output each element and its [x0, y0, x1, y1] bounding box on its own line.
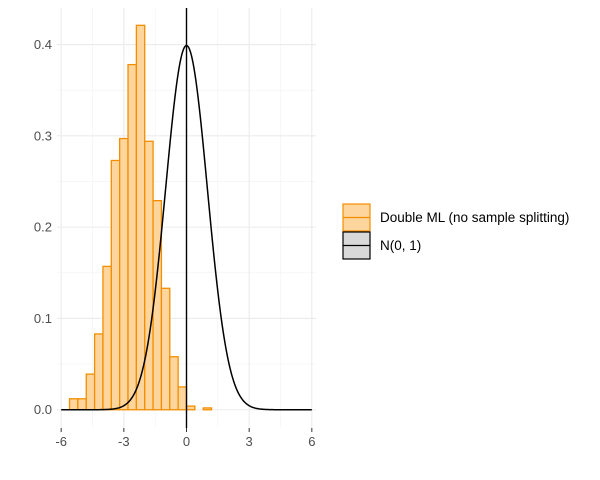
histogram-bar [135, 24, 146, 411]
x-tick-label: 6 [308, 434, 315, 449]
y-tick-label: 0.2 [34, 220, 52, 235]
x-tick-label: 0 [183, 434, 190, 449]
histogram-bar [77, 398, 87, 411]
legend-item-double-ml: Double ML (no sample splitting) [342, 203, 569, 232]
histogram-bar [152, 200, 163, 411]
histogram-bars [68, 24, 213, 411]
histogram-bar [202, 407, 213, 411]
histogram-bar [93, 333, 104, 411]
x-tick-label: 3 [246, 434, 253, 449]
x-tick-label: -3 [118, 434, 130, 449]
legend-item-normal: N(0, 1) [342, 231, 421, 260]
y-tick-labels: 0.0 0.1 0.2 0.3 0.4 [34, 37, 52, 417]
histogram-bar [185, 405, 196, 411]
histogram-bar [169, 356, 179, 411]
legend: Double ML (no sample splitting) N(0, 1) [342, 203, 569, 260]
histogram-bar [68, 398, 79, 411]
histogram-bar [85, 373, 96, 411]
y-tick-label: 0.0 [34, 402, 52, 417]
x-tick-label: -6 [55, 434, 67, 449]
legend-label-double-ml: Double ML (no sample splitting) [380, 210, 569, 225]
x-tick-marks [60, 428, 313, 432]
legend-label-normal: N(0, 1) [380, 238, 421, 253]
histogram-bar [177, 386, 188, 411]
histogram-bar [110, 159, 121, 411]
y-tick-label: 0.3 [34, 128, 52, 143]
histogram-bar [102, 265, 112, 411]
y-tick-label: 0.4 [34, 37, 52, 52]
y-tick-label: 0.1 [34, 311, 52, 326]
x-tick-labels: -6 -3 0 3 6 [55, 434, 315, 449]
histogram-bar [144, 140, 154, 411]
histogram-bar [127, 63, 138, 411]
histogram-bar [160, 287, 171, 411]
histogram-bar [119, 137, 129, 411]
